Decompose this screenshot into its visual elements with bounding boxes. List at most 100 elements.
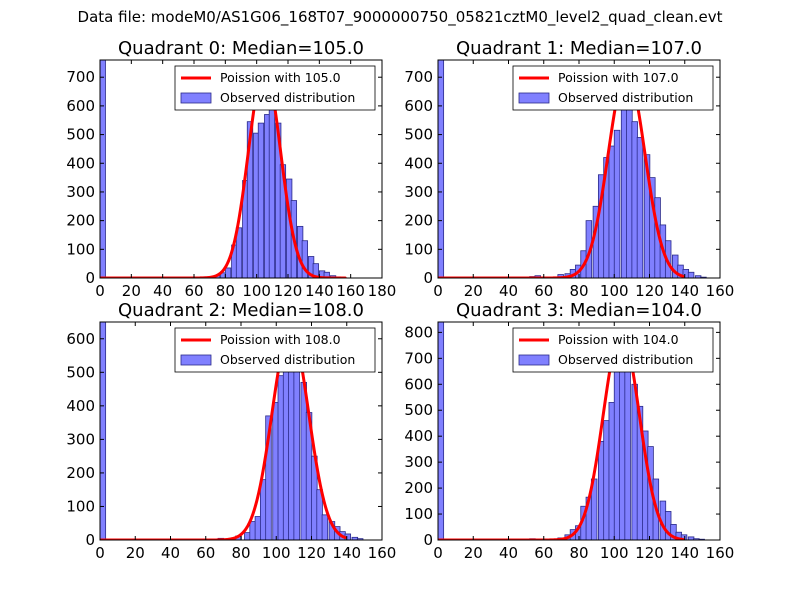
y-tick-label: 700 xyxy=(404,68,433,86)
histogram-bar xyxy=(312,263,319,278)
legend-box xyxy=(174,65,376,111)
x-tick-label: 20 xyxy=(464,544,483,562)
histogram-bar xyxy=(246,121,254,278)
panel-2: 0 20 40 60 80 100 120 140 160 0 100 200 300 400 500 600… xyxy=(66,300,396,562)
histogram-bar xyxy=(277,375,285,540)
y-tick-label: 400 xyxy=(66,397,95,415)
y-tick-label: 100 xyxy=(66,497,95,515)
plot-area-0 xyxy=(100,60,347,278)
y-tick-label: 0 xyxy=(85,269,95,287)
poisson-curve xyxy=(100,67,347,278)
x-tick-label: 40 xyxy=(499,544,518,562)
panel-0: 0 20 40 60 80 100 120 140 160 1800100200300400500… xyxy=(66,38,396,300)
panel-1: 0 20 40 60 80 100 120 140 160 0 100 200 300 400 500 600… xyxy=(404,38,734,300)
x-tick-label: 140 xyxy=(670,544,699,562)
y-tick-label: 200 xyxy=(404,212,433,230)
y-tick-label: 200 xyxy=(404,479,433,497)
y-tick-label: 400 xyxy=(66,154,95,172)
y-tick-label: 800 xyxy=(404,323,433,341)
x-tick-label: 80 xyxy=(569,282,588,300)
histogram-bar xyxy=(631,383,638,540)
panel-3: 0 20 40 60 80 100 120 140 160 0 100 200 300 400 500 600… xyxy=(404,300,734,562)
panel-title: Quadrant 1: Median=107.0 xyxy=(456,38,702,59)
y-tick-label: 500 xyxy=(404,401,433,419)
histogram-bar xyxy=(624,352,631,540)
x-tick-label: 0 xyxy=(95,544,105,562)
x-tick-label: 120 xyxy=(635,544,664,562)
x-tick-label: 140 xyxy=(332,544,361,562)
y-tick-label: 400 xyxy=(404,427,433,445)
y-tick-label: 100 xyxy=(404,240,433,258)
x-tick-label: 140 xyxy=(305,282,334,300)
y-tick-label: 300 xyxy=(66,183,95,201)
y-tick-label: 400 xyxy=(404,154,433,172)
x-tick-label: 0 xyxy=(433,544,443,562)
y-tick-label: 700 xyxy=(66,68,95,86)
x-tick-label: 60 xyxy=(534,544,553,562)
histogram-bar xyxy=(254,516,262,540)
y-tick-label: 500 xyxy=(66,126,95,144)
panel-title: Quadrant 2: Median=108.0 xyxy=(118,300,364,321)
legend-label-poisson: Poission with 104.0 xyxy=(558,332,679,347)
histogram-bar xyxy=(321,514,329,540)
histogram-bar xyxy=(613,129,621,278)
x-tick-label: 140 xyxy=(670,282,699,300)
y-tick-label: 500 xyxy=(66,363,95,381)
histogram-bar xyxy=(293,348,300,540)
legend-label-observed: Observed distribution xyxy=(558,352,693,367)
histogram-bar xyxy=(608,402,616,540)
legend-label-observed: Observed distribution xyxy=(558,90,693,105)
y-tick-label: 100 xyxy=(404,505,433,523)
legend-bar-swatch xyxy=(518,354,550,366)
x-tick-label: 60 xyxy=(534,282,553,300)
x-tick-label: 40 xyxy=(499,282,518,300)
x-tick-label: 20 xyxy=(126,544,145,562)
histogram-bar xyxy=(301,240,308,278)
histogram-bar xyxy=(259,479,267,540)
histogram-bar xyxy=(244,532,251,540)
x-tick-label: 40 xyxy=(161,544,180,562)
histogram-bar xyxy=(438,60,445,278)
histogram-bar xyxy=(631,121,638,278)
y-tick-label: 300 xyxy=(404,183,433,201)
histogram-bar xyxy=(636,137,644,278)
histogram-bar xyxy=(603,420,610,540)
plot-area-1 xyxy=(438,60,707,278)
legend-label-poisson: Poission with 108.0 xyxy=(220,332,341,347)
y-tick-label: 0 xyxy=(85,531,95,549)
histogram-bar xyxy=(268,102,276,278)
histogram-bar xyxy=(620,105,628,278)
legend-bar-swatch xyxy=(180,354,212,366)
y-tick-label: 0 xyxy=(423,269,433,287)
panel-title: Quadrant 0: Median=105.0 xyxy=(118,38,364,59)
histogram-bar xyxy=(608,145,616,278)
histogram-bar xyxy=(100,322,107,540)
x-tick-label: 20 xyxy=(122,282,141,300)
y-tick-label: 0 xyxy=(423,531,433,549)
legend-bar-swatch xyxy=(180,92,212,104)
x-tick-label: 100 xyxy=(262,544,291,562)
histogram-bar xyxy=(249,521,256,540)
x-tick-label: 80 xyxy=(231,544,250,562)
histogram-bar xyxy=(613,370,621,540)
legend-label-observed: Observed distribution xyxy=(220,352,355,367)
x-tick-label: 120 xyxy=(635,282,664,300)
plot-area-3 xyxy=(438,322,705,540)
legend-box xyxy=(174,327,376,373)
histogram-bar xyxy=(597,440,605,540)
y-tick-label: 500 xyxy=(404,126,433,144)
x-tick-label: 120 xyxy=(297,544,326,562)
x-tick-label: 0 xyxy=(433,282,443,300)
legend-bar-swatch xyxy=(518,92,550,104)
y-tick-label: 600 xyxy=(404,97,433,115)
y-tick-label: 700 xyxy=(404,349,433,367)
histogram-bar xyxy=(272,402,279,540)
x-tick-label: 60 xyxy=(196,544,215,562)
x-tick-label: 20 xyxy=(464,282,483,300)
y-tick-label: 300 xyxy=(404,453,433,471)
x-tick-label: 160 xyxy=(368,544,397,562)
x-tick-label: 180 xyxy=(368,282,397,300)
plot-area-2 xyxy=(100,322,364,540)
x-tick-label: 100 xyxy=(600,544,629,562)
